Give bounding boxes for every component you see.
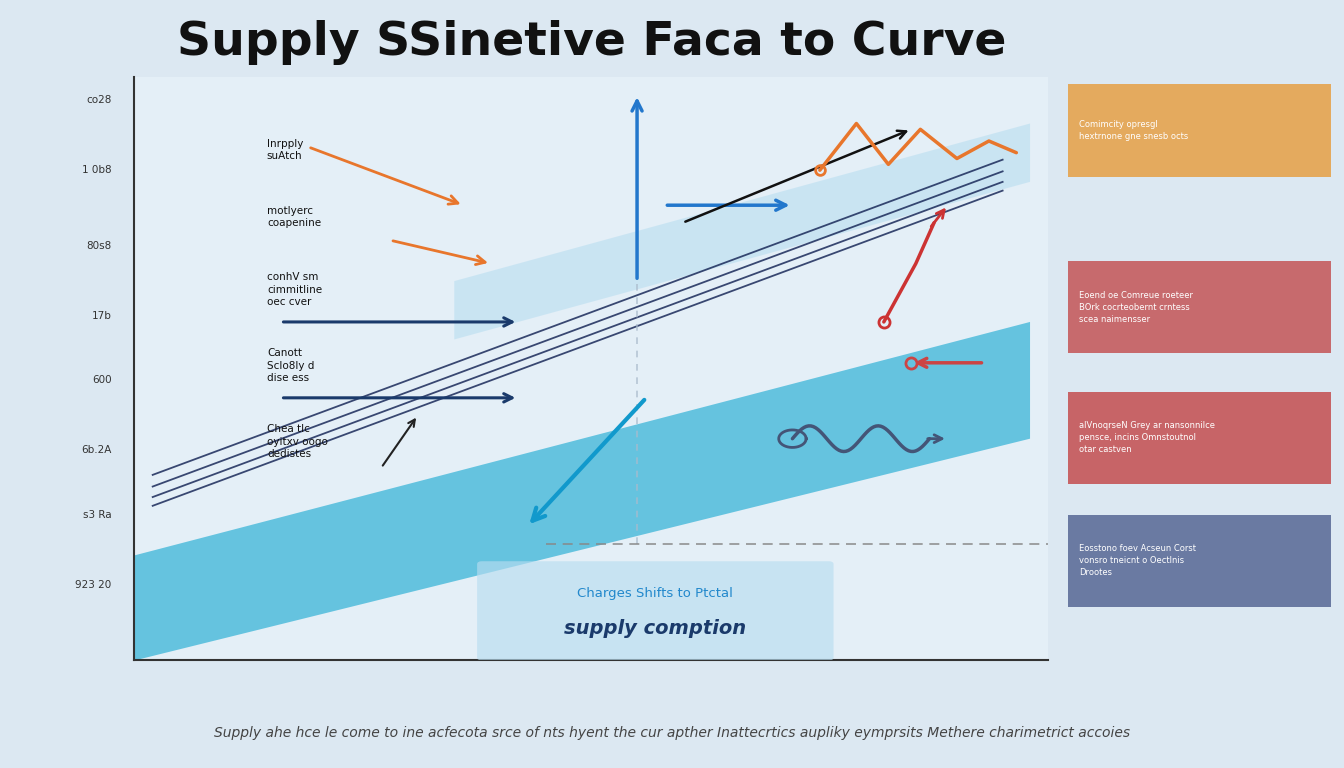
Text: supply comption: supply comption (564, 619, 746, 638)
Text: Canott
Sclo8ly d
dise ess: Canott Sclo8ly d dise ess (267, 349, 314, 383)
Text: s3 Ra: s3 Ra (83, 509, 112, 520)
Text: Chea tlc
oyitxv oogo
dedistes: Chea tlc oyitxv oogo dedistes (267, 424, 328, 459)
Text: 6b.2A: 6b.2A (81, 445, 112, 455)
Text: Comimcity opresgl
hextrnone gne snesb octs: Comimcity opresgl hextrnone gne snesb oc… (1079, 120, 1188, 141)
Text: 1 0b8: 1 0b8 (82, 165, 112, 175)
Text: co28: co28 (86, 95, 112, 105)
Text: 17b: 17b (91, 311, 112, 321)
Text: Eoend oe Comreue roeteer
BOrk cocrteobernt crntess
scea naimensser: Eoend oe Comreue roeteer BOrk cocrteober… (1079, 291, 1193, 323)
Text: 600: 600 (91, 376, 112, 386)
Text: 923 20: 923 20 (75, 580, 112, 590)
Text: Charges Shifts to Ptctal: Charges Shifts to Ptctal (578, 587, 734, 600)
Text: conhV sm
cimmitline
oec cver: conhV sm cimmitline oec cver (267, 273, 323, 307)
Text: Supply SSinetive Faca to Curve: Supply SSinetive Faca to Curve (176, 20, 1007, 65)
Text: alVnoqrseN Grey ar nansonnilce
pensce, incins Omnstoutnol
otar castven: alVnoqrseN Grey ar nansonnilce pensce, i… (1079, 422, 1215, 454)
FancyBboxPatch shape (477, 561, 833, 660)
Text: Supply ahe hce le come to ine acfecota srce of nts hyent the cur apther Inattecr: Supply ahe hce le come to ine acfecota s… (214, 727, 1130, 740)
Text: Eosstono foev Acseun Corst
vonsro tneicnt o Oectlnis
Drootes: Eosstono foev Acseun Corst vonsro tneicn… (1079, 545, 1196, 577)
Polygon shape (134, 322, 1030, 660)
Polygon shape (454, 124, 1030, 339)
Text: 80s8: 80s8 (86, 241, 112, 251)
Text: motlyerc
coapenine: motlyerc coapenine (267, 206, 321, 228)
Text: Inrpply
suAtch: Inrpply suAtch (267, 138, 304, 161)
